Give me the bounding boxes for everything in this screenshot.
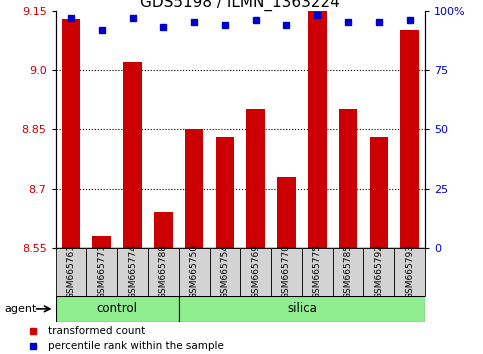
Bar — [123, 62, 142, 248]
Text: silica: silica — [287, 302, 317, 315]
Text: GSM665754: GSM665754 — [220, 244, 229, 299]
Bar — [215, 137, 234, 248]
Bar — [117, 248, 148, 296]
Text: GSM665793: GSM665793 — [405, 244, 414, 299]
Bar — [154, 212, 172, 248]
Bar — [271, 248, 302, 296]
Text: GSM665771: GSM665771 — [97, 244, 106, 299]
Text: control: control — [97, 302, 138, 315]
Bar — [56, 248, 86, 296]
Text: GSM665774: GSM665774 — [128, 244, 137, 299]
Text: GSM665775: GSM665775 — [313, 244, 322, 299]
Text: GSM665785: GSM665785 — [343, 244, 353, 299]
Text: percentile rank within the sample: percentile rank within the sample — [48, 341, 224, 351]
Bar — [179, 248, 210, 296]
Text: GSM665788: GSM665788 — [159, 244, 168, 299]
Bar — [277, 177, 296, 248]
Bar — [302, 248, 333, 296]
Text: GSM665792: GSM665792 — [374, 244, 384, 299]
Bar — [210, 248, 240, 296]
Bar — [333, 248, 364, 296]
Text: GSM665770: GSM665770 — [282, 244, 291, 299]
Bar — [185, 129, 203, 248]
Bar — [62, 18, 80, 248]
Bar — [56, 296, 179, 322]
Text: GSM665769: GSM665769 — [251, 244, 260, 299]
Bar — [246, 109, 265, 248]
Bar — [394, 248, 425, 296]
Bar — [92, 236, 111, 248]
Bar — [400, 30, 419, 248]
Text: GSM665761: GSM665761 — [67, 244, 75, 299]
Title: GDS5198 / ILMN_1363224: GDS5198 / ILMN_1363224 — [141, 0, 340, 11]
Text: transformed count: transformed count — [48, 326, 145, 336]
Bar — [86, 248, 117, 296]
Text: GSM665750: GSM665750 — [190, 244, 199, 299]
Bar — [240, 248, 271, 296]
Bar — [308, 11, 327, 248]
Text: agent: agent — [5, 304, 37, 314]
Bar — [179, 296, 425, 322]
Bar — [364, 248, 394, 296]
Bar — [148, 248, 179, 296]
Bar — [369, 137, 388, 248]
Bar — [339, 109, 357, 248]
